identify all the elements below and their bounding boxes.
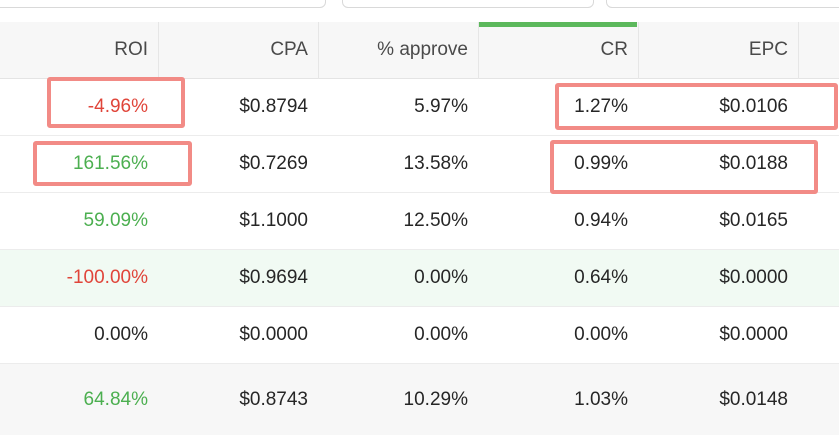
column-header-approve[interactable]: % approve bbox=[377, 39, 468, 60]
roi-cell: 0.00% bbox=[94, 324, 148, 345]
column-divider bbox=[478, 22, 479, 79]
total-cpa-cell: $0.8743 bbox=[239, 388, 308, 410]
column-header-epc[interactable]: EPC bbox=[748, 39, 788, 60]
column-header-roi[interactable]: ROI bbox=[114, 39, 148, 60]
totals-row: 64.84% $0.8743 10.29% 1.03% $0.0148 bbox=[0, 364, 839, 435]
cpa-cell: $1.1000 bbox=[239, 210, 308, 231]
epc-cell: $0.0000 bbox=[719, 267, 788, 288]
table-header: ROI CPA % approve CR EPC bbox=[0, 22, 839, 79]
epc-cell: $0.0000 bbox=[719, 324, 788, 345]
filter-input[interactable] bbox=[0, 0, 326, 8]
total-approve-cell: 10.29% bbox=[403, 388, 468, 410]
approve-cell: 0.00% bbox=[414, 267, 468, 288]
table-row[interactable]: 0.00% $0.0000 0.00% 0.00% $0.0000 bbox=[0, 307, 839, 364]
filter-select[interactable] bbox=[342, 0, 594, 8]
filter-bar bbox=[0, 0, 839, 22]
roi-cell: 161.56% bbox=[72, 153, 148, 174]
column-divider bbox=[318, 22, 319, 79]
epc-cell: $0.0165 bbox=[719, 210, 788, 231]
cr-cell: 0.00% bbox=[574, 324, 628, 345]
cr-cell: 0.94% bbox=[574, 210, 628, 231]
approve-cell: 13.58% bbox=[403, 153, 468, 174]
cr-cell: 1.27% bbox=[574, 96, 628, 117]
approve-cell: 0.00% bbox=[414, 324, 468, 345]
total-cr-cell: 1.03% bbox=[574, 388, 628, 410]
table-row[interactable]: 161.56% $0.7269 13.58% 0.99% $0.0188 bbox=[0, 136, 839, 193]
cpa-cell: $0.0000 bbox=[239, 324, 308, 345]
column-divider bbox=[158, 22, 159, 79]
stats-table: ROI CPA % approve CR EPC -4.96% $0.8794 … bbox=[0, 22, 839, 435]
table-row[interactable]: 59.09% $1.1000 12.50% 0.94% $0.0165 bbox=[0, 193, 839, 250]
table-row[interactable]: -4.96% $0.8794 5.97% 1.27% $0.0106 bbox=[0, 79, 839, 136]
roi-cell: -4.96% bbox=[87, 96, 148, 117]
approve-cell: 5.97% bbox=[414, 96, 468, 117]
total-roi-cell: 64.84% bbox=[83, 388, 148, 410]
column-header-cr[interactable]: CR bbox=[600, 39, 628, 60]
cpa-cell: $0.8794 bbox=[239, 96, 308, 117]
column-divider bbox=[638, 22, 639, 79]
epc-cell: $0.0106 bbox=[719, 96, 788, 117]
cr-cell: 0.99% bbox=[574, 153, 628, 174]
cr-cell: 0.64% bbox=[574, 267, 628, 288]
total-epc-cell: $0.0148 bbox=[719, 388, 788, 410]
cpa-cell: $0.7269 bbox=[239, 153, 308, 174]
roi-cell: 59.09% bbox=[83, 210, 148, 231]
cpa-cell: $0.9694 bbox=[239, 267, 308, 288]
roi-cell: -100.00% bbox=[66, 267, 148, 288]
column-header-cpa[interactable]: CPA bbox=[270, 39, 308, 60]
table-row-hovered[interactable]: -100.00% $0.9694 0.00% 0.64% $0.0000 bbox=[0, 250, 839, 307]
approve-cell: 12.50% bbox=[403, 210, 468, 231]
column-divider[interactable] bbox=[798, 22, 799, 79]
sorted-column-indicator bbox=[479, 22, 637, 27]
filter-select-2[interactable] bbox=[606, 0, 839, 8]
epc-cell: $0.0188 bbox=[719, 153, 788, 174]
